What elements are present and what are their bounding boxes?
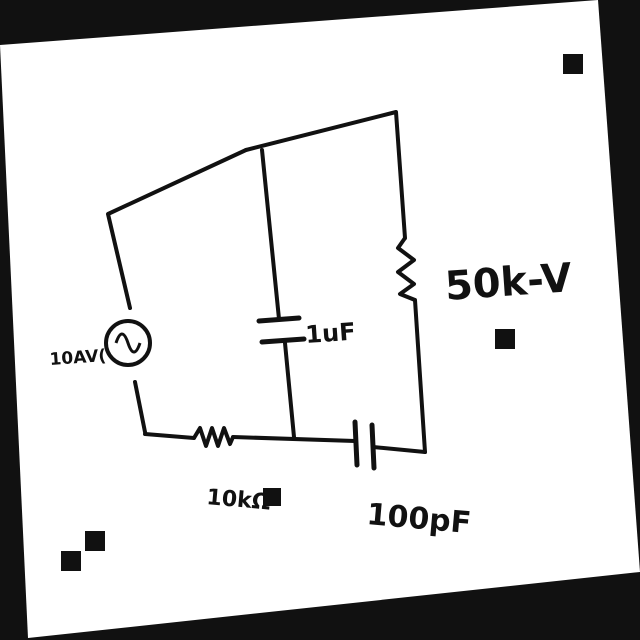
wire-top-left — [106, 148, 248, 310]
capacitor-middle — [256, 315, 307, 345]
label-resistor-right: 50k-V — [443, 255, 573, 310]
wire-bottom-mid — [231, 435, 357, 443]
scan-speckles — [61, 54, 583, 571]
wire-bottom-right — [371, 445, 427, 454]
ac-source-circle — [104, 319, 152, 367]
label-source: 10AV( — [49, 346, 107, 370]
resistor-right — [396, 236, 416, 302]
wire-source-down — [133, 380, 147, 434]
label-capacitor-middle: 1uF — [304, 318, 356, 349]
wires — [106, 110, 427, 454]
resistor-bottom — [192, 426, 235, 448]
wire-right-lower — [413, 298, 427, 454]
wire-top-right — [244, 110, 407, 240]
label-resistor-bottom: 10kΩ — [205, 485, 271, 516]
wire-mid-lower — [283, 341, 296, 439]
capacitor-bottom — [352, 419, 377, 471]
wire-bottom-left — [143, 432, 196, 440]
ac-source — [104, 319, 152, 367]
wire-mid-upper — [260, 148, 281, 321]
ac-sine-icon — [114, 332, 142, 354]
